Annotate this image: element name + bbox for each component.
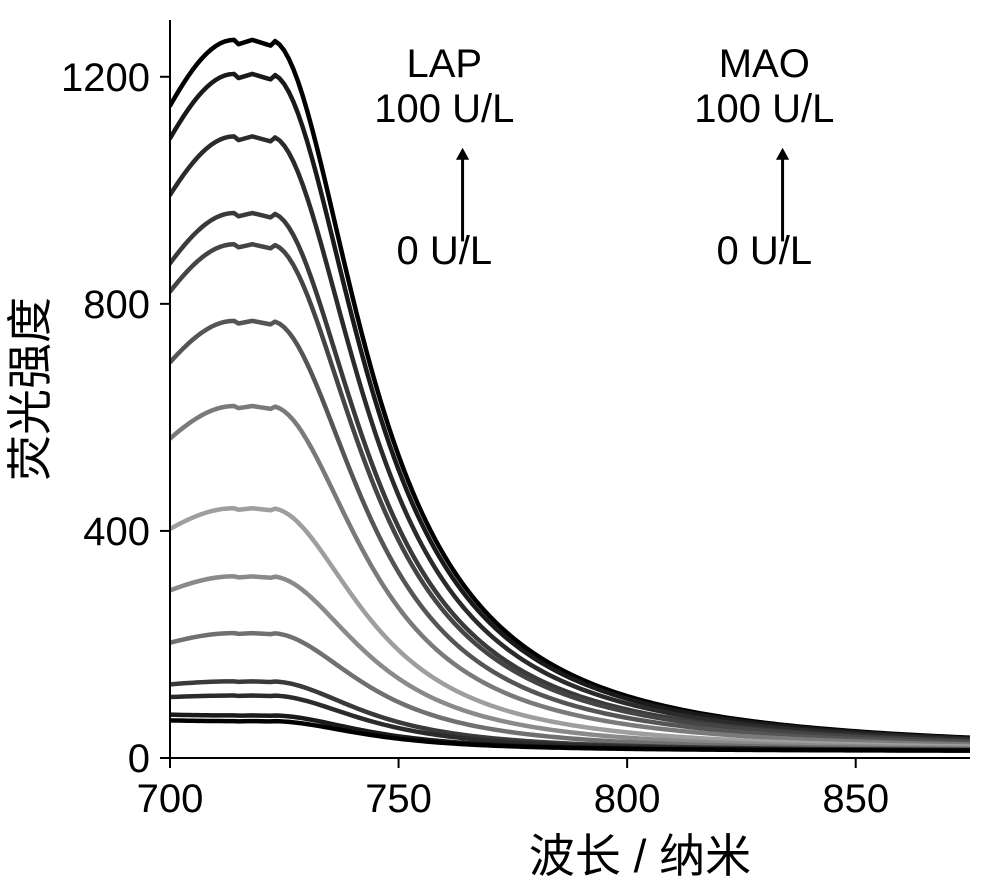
annot-mao-title: MAO [719,42,810,86]
x-tick-label: 750 [365,777,432,821]
y-axis-title: 荧光强度 [4,297,56,481]
y-tick-label: 0 [128,737,150,781]
spectra-chart: 70075080085004008001200波长 / 纳米荧光强度LAP100… [0,0,1000,880]
annot-mao-low: 0 U/L [716,229,812,273]
annot-lap-high: 100 U/L [374,87,514,131]
annot-lap-low: 0 U/L [396,229,492,273]
y-tick-label: 1200 [61,56,150,100]
y-tick-label: 800 [83,283,150,327]
annot-mao-high: 100 U/L [694,87,834,131]
x-tick-label: 850 [822,777,889,821]
annot-lap-title: LAP [406,42,482,86]
x-axis-title: 波长 / 纳米 [529,830,751,880]
x-tick-label: 800 [594,777,661,821]
y-tick-label: 400 [83,510,150,554]
x-tick-label: 700 [137,777,204,821]
chart-container: 70075080085004008001200波长 / 纳米荧光强度LAP100… [0,0,1000,880]
